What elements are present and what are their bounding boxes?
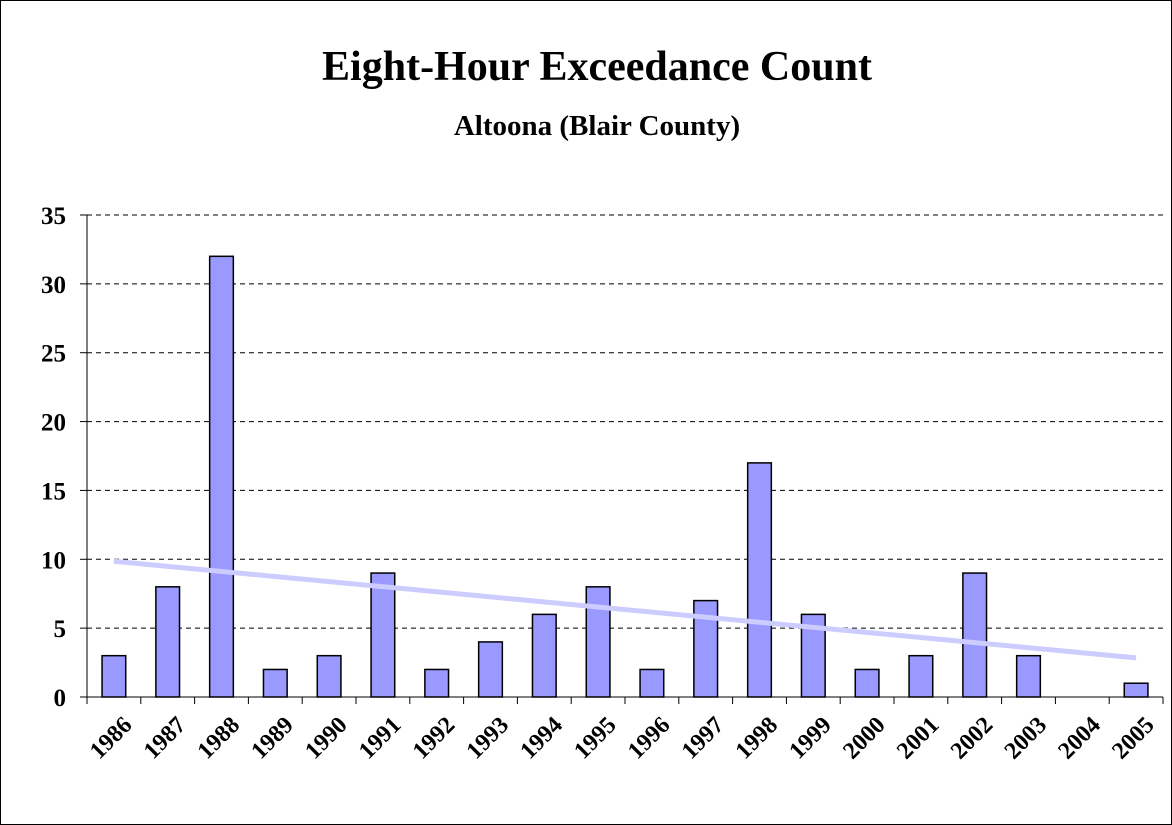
chart-title: Eight-Hour Exceedance Count <box>322 44 872 90</box>
bar <box>746 462 773 698</box>
trendline <box>113 558 1137 661</box>
y-tick-label: 25 <box>41 341 66 368</box>
y-tick-label: 35 <box>41 203 66 230</box>
bar <box>155 586 181 698</box>
bar <box>531 613 557 698</box>
bar <box>693 599 719 698</box>
bar <box>800 613 826 698</box>
y-tick-label: 20 <box>41 410 66 437</box>
y-tick-label: 5 <box>54 616 67 643</box>
bar <box>1015 654 1042 698</box>
bar <box>854 668 880 698</box>
bar <box>1123 682 1149 698</box>
bar <box>424 668 450 698</box>
bar <box>101 654 127 698</box>
chart-subtitle: Altoona (Blair County) <box>454 110 740 142</box>
bar <box>316 654 342 698</box>
y-tick-label: 0 <box>54 685 67 712</box>
y-tick-label: 15 <box>41 478 66 505</box>
bar <box>262 668 288 698</box>
bar <box>208 255 235 698</box>
y-tick-label: 30 <box>41 272 66 299</box>
y-tick-label: 10 <box>41 547 66 574</box>
bar <box>908 654 934 698</box>
bar <box>639 668 665 698</box>
bar <box>370 572 396 698</box>
bar <box>962 572 988 698</box>
bar <box>477 641 504 698</box>
bar <box>585 586 611 698</box>
